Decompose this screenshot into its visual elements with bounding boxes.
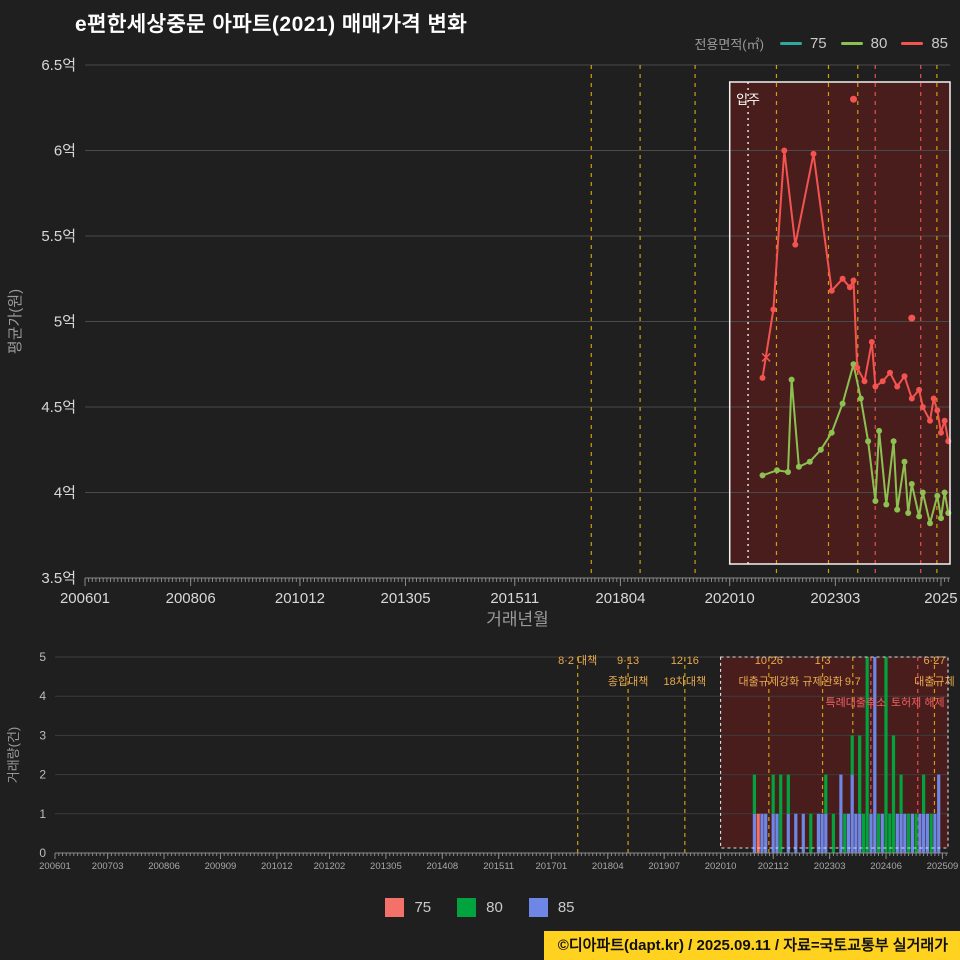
- svg-text:특례대출축소: 특례대출축소: [825, 696, 886, 709]
- svg-text:3.5억: 3.5억: [41, 570, 76, 587]
- svg-text:1: 1: [39, 807, 46, 821]
- svg-text:규제완화: 규제완화: [802, 675, 842, 688]
- svg-text:201408: 201408: [426, 861, 458, 872]
- legend-item-75[interactable]: 75: [779, 35, 827, 52]
- legend-item-85-label: 85: [931, 35, 948, 52]
- svg-text:5: 5: [39, 650, 46, 664]
- svg-text:9·13: 9·13: [617, 655, 639, 667]
- svg-text:202303: 202303: [814, 861, 846, 872]
- svg-text:200601: 200601: [39, 861, 71, 872]
- svg-text:202303: 202303: [810, 590, 860, 607]
- svg-text:입주: 입주: [736, 92, 760, 107]
- svg-text:201305: 201305: [380, 590, 430, 607]
- bar-75-swatch-icon: [385, 898, 405, 917]
- svg-text:거래년월: 거래년월: [486, 610, 549, 629]
- volume-legend-item-75-label: 75: [414, 899, 432, 916]
- volume-legend-item-80[interactable]: 80: [457, 898, 503, 917]
- area-size-legend-label: 전용면적(㎡): [694, 37, 764, 52]
- svg-text:0: 0: [39, 846, 46, 860]
- series-80-line-icon: [840, 42, 863, 45]
- legend-item-85[interactable]: 85: [901, 35, 948, 52]
- svg-text:종합대책: 종합대책: [608, 675, 648, 688]
- svg-text:대출규제강화: 대출규제강화: [738, 675, 799, 688]
- svg-text:3: 3: [39, 728, 46, 742]
- volume-legend-item-75[interactable]: 75: [385, 898, 431, 917]
- legend-item-75-label: 75: [809, 35, 827, 52]
- svg-text:5.5억: 5.5억: [41, 228, 76, 245]
- legend-item-80[interactable]: 80: [840, 35, 888, 52]
- svg-text:6.5억: 6.5억: [41, 57, 76, 74]
- svg-text:평균가(원): 평균가(원): [7, 289, 24, 354]
- svg-text:201511: 201511: [483, 861, 514, 872]
- attribution-bar: ©디아파트(dapt.kr) / 2025.09.11 / 자료=국토교통부 실…: [543, 931, 960, 960]
- svg-text:202010: 202010: [705, 590, 755, 607]
- svg-text:201804: 201804: [592, 861, 624, 872]
- svg-text:201012: 201012: [261, 861, 293, 872]
- price-line-chart: 6.5억 6억 5.5억 5억 4.5억 4억 3.5억 200601 200806 201012…: [7, 57, 958, 629]
- svg-text:4.5억: 4.5억: [41, 399, 76, 416]
- volume-legend-item-85-label: 85: [557, 899, 575, 916]
- svg-text:202010: 202010: [705, 861, 737, 872]
- svg-text:201305: 201305: [370, 861, 402, 872]
- legend-item-80-label: 80: [870, 35, 888, 52]
- svg-text:4: 4: [39, 689, 46, 703]
- svg-text:202509: 202509: [927, 861, 959, 872]
- svg-text:201012: 201012: [275, 590, 325, 607]
- svg-text:202406: 202406: [870, 861, 902, 872]
- svg-text:6·27: 6·27: [923, 655, 945, 667]
- svg-text:2025: 2025: [924, 590, 957, 607]
- svg-text:9·7: 9·7: [845, 676, 861, 688]
- svg-text:2: 2: [39, 768, 46, 782]
- volume-legend-item-85[interactable]: 85: [528, 898, 575, 917]
- svg-text:대출규제: 대출규제: [914, 675, 954, 688]
- svg-text:6억: 6억: [54, 143, 76, 160]
- svg-text:200909: 200909: [205, 861, 237, 872]
- volume-legend-item-80-label: 80: [486, 899, 503, 916]
- series-85-line-icon: [901, 42, 924, 45]
- volume-bar-chart: 0 1 2 3 4 5 8·2 대책 9·13 종합대책 12·16 18차대책 10·26 대출규제강…: [6, 650, 959, 872]
- svg-text:201202: 201202: [314, 861, 346, 872]
- svg-text:201701: 201701: [536, 861, 568, 872]
- svg-text:200806: 200806: [166, 590, 216, 607]
- svg-text:201511: 201511: [490, 590, 539, 607]
- volume-legend: 75 80 85: [0, 898, 960, 917]
- svg-text:201804: 201804: [595, 590, 645, 607]
- svg-text:12·16: 12·16: [671, 655, 699, 667]
- bar-85-swatch-icon: [528, 898, 548, 917]
- svg-text:4억: 4억: [54, 485, 76, 502]
- svg-text:토허제 해제: 토허제 해제: [891, 695, 945, 709]
- svg-text:201907: 201907: [648, 861, 680, 872]
- svg-text:200806: 200806: [148, 861, 180, 872]
- svg-text:18차대책: 18차대책: [664, 675, 707, 688]
- svg-text:1·3: 1·3: [815, 655, 831, 667]
- series-75-line-icon: [779, 42, 802, 45]
- bar-80-swatch-icon: [457, 898, 477, 917]
- svg-text:10·26: 10·26: [755, 655, 783, 667]
- page-title: e편한세상중문 아파트(2021) 매매가격 변화: [75, 13, 468, 36]
- svg-text:거래량(건): 거래량(건): [6, 727, 21, 784]
- svg-text:200601: 200601: [60, 590, 110, 607]
- svg-text:200703: 200703: [92, 861, 124, 872]
- svg-text:202112: 202112: [758, 861, 789, 872]
- svg-text:5억: 5억: [54, 314, 76, 331]
- area-size-legend: 전용면적(㎡) 75 80 85: [694, 34, 948, 53]
- svg-text:8·2 대책: 8·2 대책: [558, 654, 597, 667]
